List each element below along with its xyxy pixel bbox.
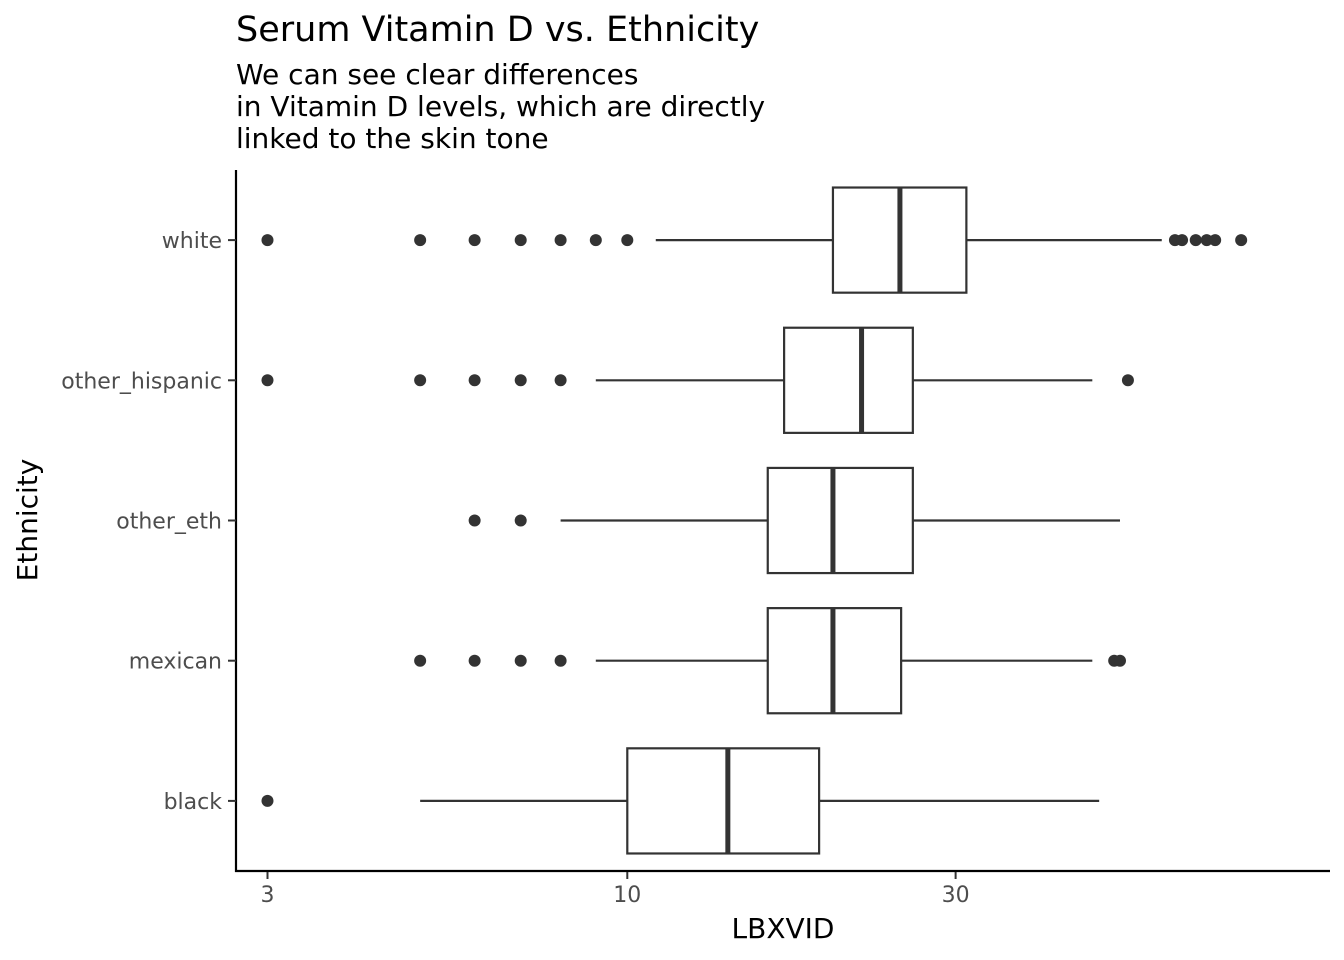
outlier-point-other_eth-0: [468, 514, 481, 527]
outlier-point-black-0: [261, 794, 274, 807]
outlier-point-white-4: [554, 234, 567, 247]
outlier-point-white-2: [468, 234, 481, 247]
y-tick-label-white: white: [162, 229, 222, 254]
plot-area: [261, 186, 1248, 855]
box-group-white: [261, 186, 1248, 294]
outlier-point-other_hispanic-5: [1121, 374, 1134, 387]
outlier-point-white-8: [1176, 234, 1189, 247]
outlier-point-other_hispanic-1: [414, 374, 427, 387]
outlier-point-white-0: [261, 234, 274, 247]
y-tick-label-black: black: [164, 790, 223, 815]
outlier-point-white-1: [414, 234, 427, 247]
outlier-point-white-9: [1189, 234, 1202, 247]
outlier-point-other_hispanic-4: [554, 374, 567, 387]
outlier-point-white-12: [1235, 234, 1248, 247]
chart-title: Serum Vitamin D vs. Ethnicity: [236, 10, 759, 50]
x-tick-label-3: 3: [260, 883, 274, 908]
outlier-point-other_hispanic-3: [514, 374, 527, 387]
y-tick-label-other_eth: other_eth: [116, 510, 222, 535]
outlier-point-other_eth-1: [514, 514, 527, 527]
box-other_eth: [766, 466, 914, 575]
outlier-point-white-5: [589, 234, 602, 247]
x-tick-label-10: 10: [613, 883, 641, 908]
outlier-point-white-6: [621, 234, 634, 247]
box-black: [626, 747, 821, 855]
outlier-point-white-11: [1209, 234, 1222, 247]
outlier-point-mexican-0: [414, 654, 427, 667]
box-group-other_eth: [468, 466, 1120, 575]
y-tick-label-other_hispanic: other_hispanic: [61, 369, 222, 394]
outlier-point-white-10: [1200, 234, 1213, 247]
chart-subtitle-line-2: in Vitamin D levels, which are directly: [236, 90, 765, 123]
outlier-point-other_hispanic-0: [261, 374, 274, 387]
box-group-black: [261, 747, 1100, 855]
chart-subtitle-line-1: We can see clear differences: [236, 58, 638, 91]
outlier-point-mexican-5: [1113, 654, 1126, 667]
outlier-point-other_hispanic-2: [468, 374, 481, 387]
outlier-point-white-3: [514, 234, 527, 247]
box-group-other_hispanic: [261, 326, 1134, 434]
box-group-mexican: [414, 607, 1126, 715]
x-tick-label-30: 30: [942, 883, 970, 908]
x-axis-ticks: 3 10 30: [260, 872, 970, 908]
y-tick-label-mexican: mexican: [129, 650, 222, 675]
y-axis-title: Ethnicity: [11, 459, 44, 582]
chart-subtitle-line-3: linked to the skin tone: [236, 122, 549, 155]
outlier-point-mexican-1: [468, 654, 481, 667]
x-axis-title: LBXVID: [732, 912, 835, 945]
outlier-point-mexican-2: [514, 654, 527, 667]
outlier-point-mexican-3: [554, 654, 567, 667]
box-other_hispanic: [783, 326, 914, 434]
